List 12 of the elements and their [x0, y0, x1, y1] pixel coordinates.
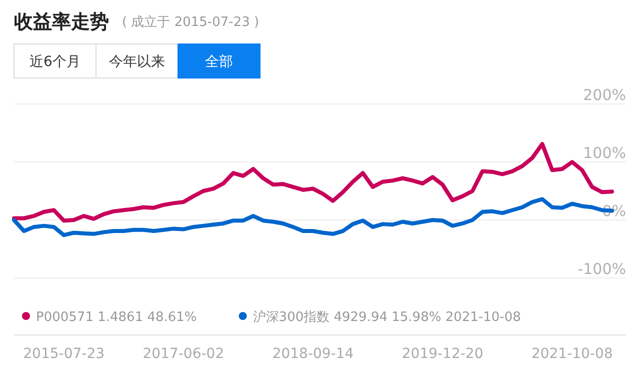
y-tick-label: 100% [583, 144, 626, 162]
x-tick-label: 2021-10-08 [531, 346, 613, 362]
x-tick-label: 2015-07-23 [23, 346, 105, 362]
x-tick-label: 2017-06-02 [142, 346, 224, 362]
x-tick-label: 2018-09-14 [272, 346, 354, 362]
y-tick-label: 200% [583, 86, 626, 104]
chart-subtitle: ( 成立于 2015-07-23 ) [122, 14, 260, 30]
x-tick-label: 2019-12-20 [402, 346, 484, 362]
y-tick-label: -100% [578, 260, 626, 278]
chart-title: 收益率走势 [14, 11, 109, 33]
legend-label: P000571 1.4861 48.61% [36, 310, 197, 325]
legend-label: 沪深300指数 4929.94 15.98% 2021-10-08 [252, 309, 521, 325]
